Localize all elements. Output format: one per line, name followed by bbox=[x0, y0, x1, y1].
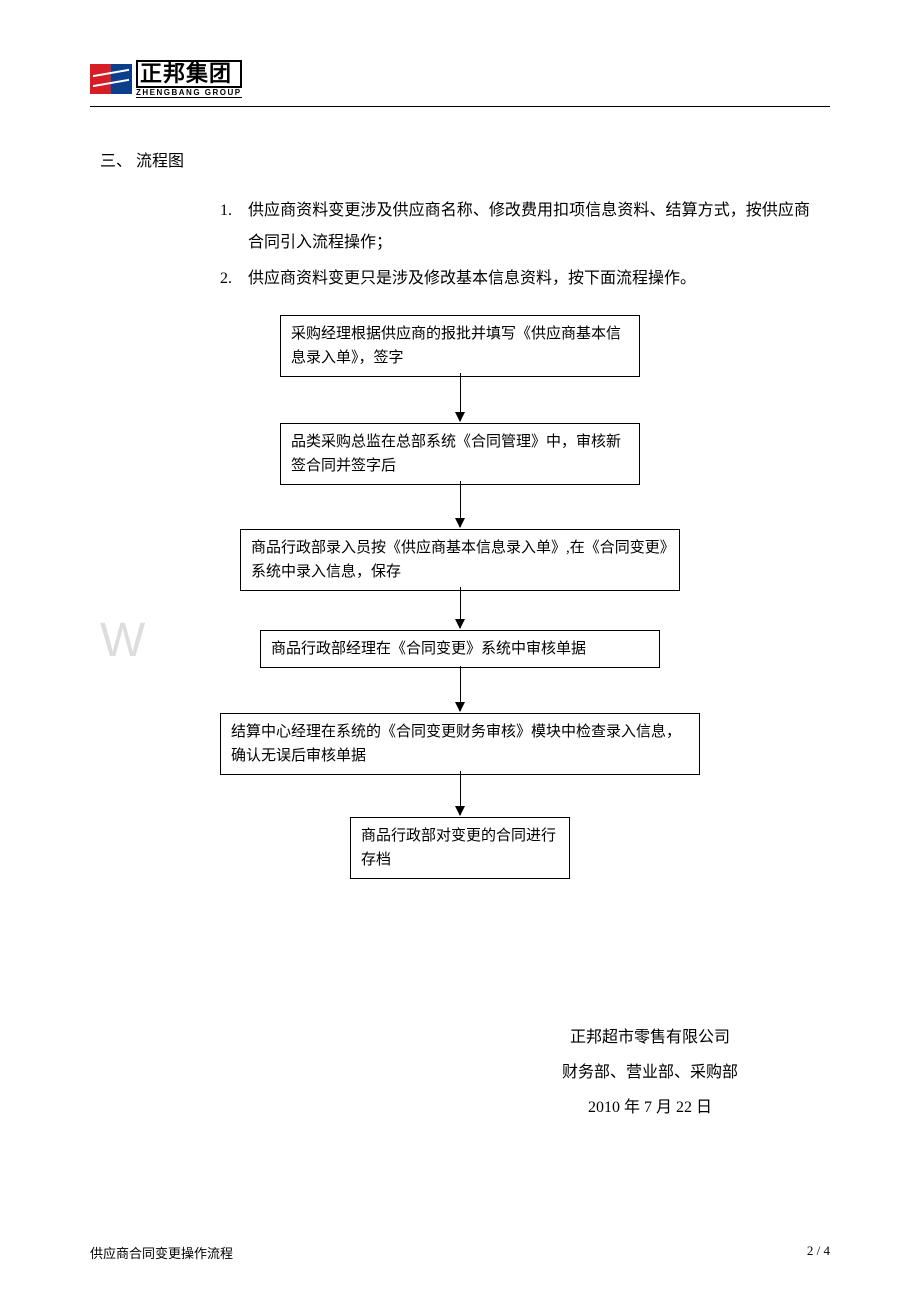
signature-date: 2010 年 7 月 22 日 bbox=[520, 1090, 780, 1125]
flow-arrow bbox=[460, 373, 461, 421]
logo-chinese: 正邦集团 bbox=[136, 60, 242, 88]
signature-company: 正邦超市零售有限公司 bbox=[520, 1020, 780, 1055]
logo-mark-icon bbox=[90, 64, 132, 94]
logo-english: ZHENGBANG GROUP bbox=[136, 88, 242, 98]
list-item: 1. 供应商资料变更涉及供应商名称、修改费用扣项信息资料、结算方式，按供应商合同… bbox=[220, 195, 810, 259]
signature-departments: 财务部、营业部、采购部 bbox=[520, 1055, 780, 1090]
flow-node-6: 商品行政部对变更的合同进行存档 bbox=[350, 817, 570, 879]
flow-arrow bbox=[460, 481, 461, 527]
list-item: 2. 供应商资料变更只是涉及修改基本信息资料，按下面流程操作。 bbox=[220, 263, 810, 295]
flow-node-2: 品类采购总监在总部系统《合同管理》中，审核新签合同并签字后 bbox=[280, 423, 640, 485]
page-footer: 供应商合同变更操作流程 2 / 4 bbox=[90, 1243, 830, 1262]
flow-node-1: 采购经理根据供应商的报批并填写《供应商基本信息录入单》，签字 bbox=[280, 315, 640, 377]
list-text: 供应商资料变更只是涉及修改基本信息资料，按下面流程操作。 bbox=[248, 263, 810, 295]
flowchart: Wn 采购经理根据供应商的报批并填写《供应商基本信息录入单》，签字 品类采购总监… bbox=[220, 315, 780, 915]
signature-block: 正邦超市零售有限公司 财务部、营业部、采购部 2010 年 7 月 22 日 bbox=[520, 1020, 780, 1126]
flow-node-3: 商品行政部录入员按《供应商基本信息录入单》,在《合同变更》系统中录入信息，保存 bbox=[240, 529, 680, 591]
header-divider bbox=[90, 106, 830, 107]
flow-node-4: 商品行政部经理在《合同变更》系统中审核单据 bbox=[260, 630, 660, 668]
list-number: 1. bbox=[220, 195, 248, 259]
footer-page-number: 2 / 4 bbox=[807, 1243, 830, 1262]
section-heading: 三、 流程图 bbox=[100, 147, 830, 171]
list-number: 2. bbox=[220, 263, 248, 295]
flow-node-5: 结算中心经理在系统的《合同变更财务审核》模块中检查录入信息，确认无误后审核单据 bbox=[220, 713, 700, 775]
flow-arrow bbox=[460, 666, 461, 711]
flow-arrow bbox=[460, 587, 461, 628]
company-logo: 正邦集团 ZHENGBANG GROUP bbox=[90, 60, 830, 98]
list-text: 供应商资料变更涉及供应商名称、修改费用扣项信息资料、结算方式，按供应商合同引入流… bbox=[248, 195, 810, 259]
footer-title: 供应商合同变更操作流程 bbox=[90, 1243, 233, 1262]
intro-list: 1. 供应商资料变更涉及供应商名称、修改费用扣项信息资料、结算方式，按供应商合同… bbox=[220, 195, 810, 295]
flow-arrow bbox=[460, 771, 461, 815]
